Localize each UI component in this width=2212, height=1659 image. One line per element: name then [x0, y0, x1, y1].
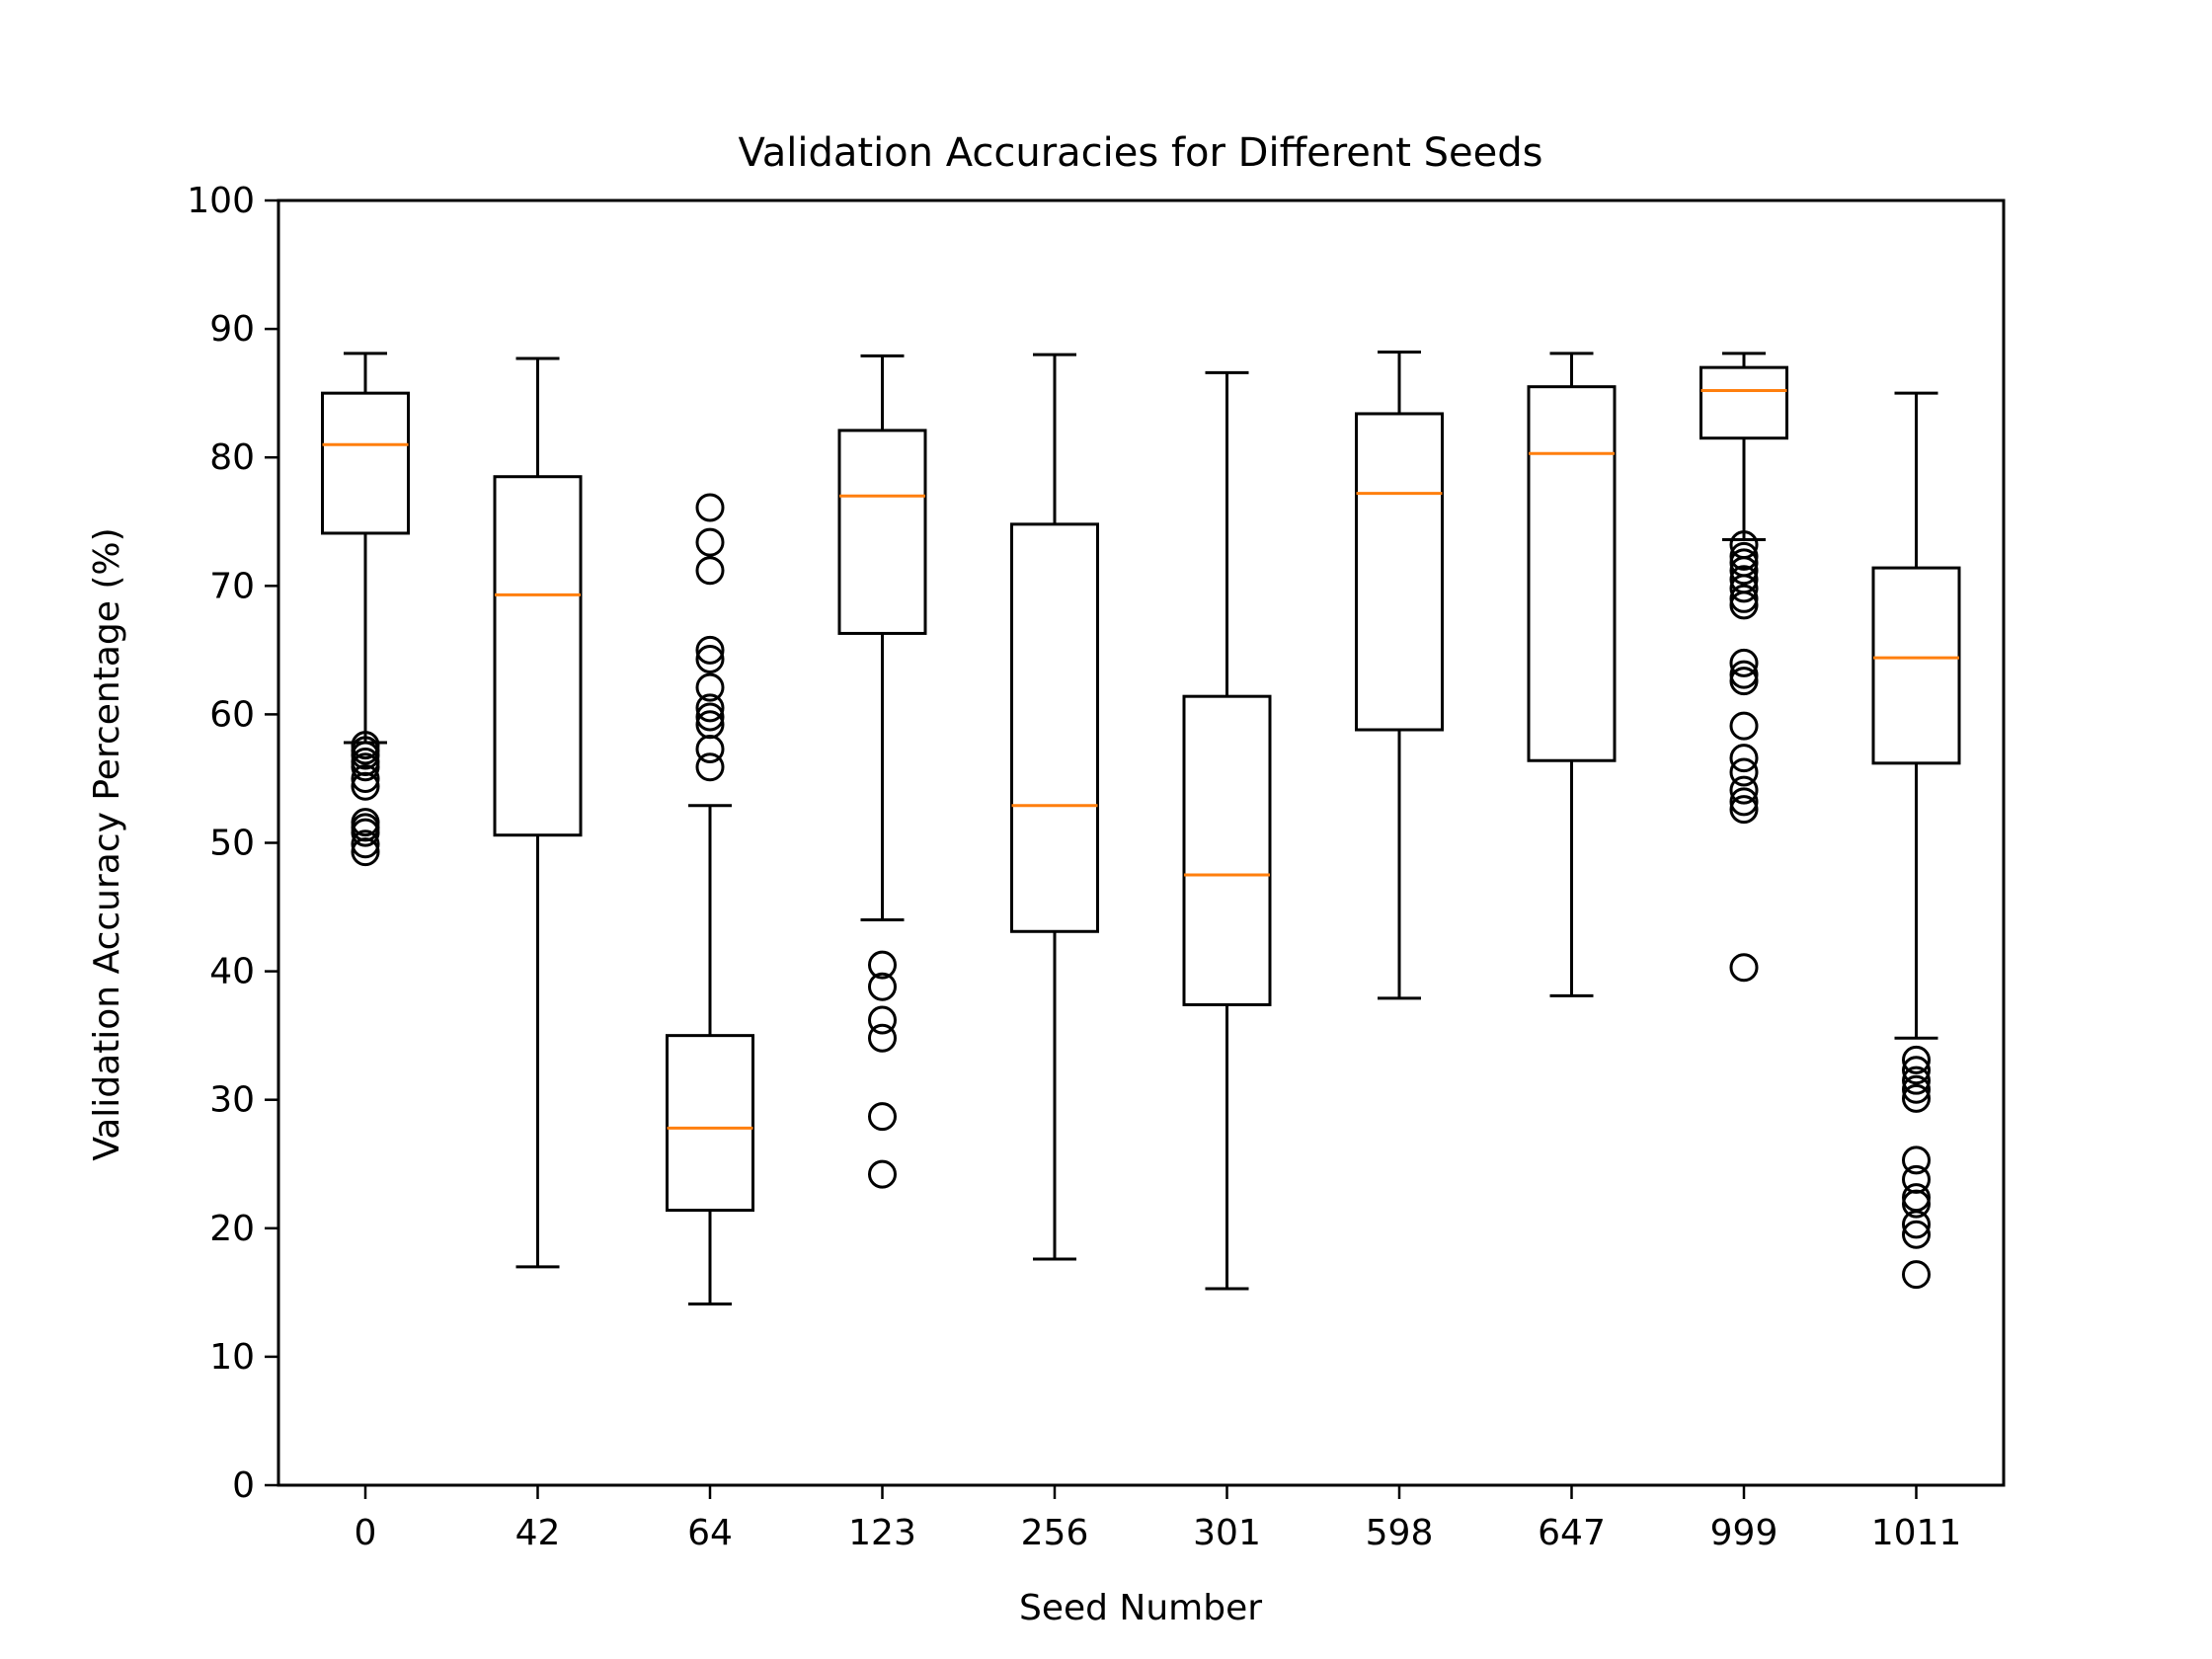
box-iqr [1355, 412, 1444, 732]
x-axis-label: Seed Number [1019, 1588, 1262, 1628]
box-group [1355, 351, 1444, 1000]
outlier-point [1902, 1045, 1931, 1074]
outlier-point [1902, 1189, 1931, 1219]
outlier-point [1902, 1183, 1931, 1213]
x-tick-label: 42 [515, 1513, 561, 1553]
x-axis: 0 42 64 123 256 301 598 647 999 1011 [355, 1485, 1962, 1553]
box-iqr [493, 475, 583, 837]
outlier-point [1729, 574, 1759, 603]
x-tick-label: 598 [1366, 1513, 1434, 1553]
outlier-point [1729, 775, 1759, 805]
outlier-point [1729, 711, 1759, 741]
outlier-point [868, 1102, 897, 1132]
box-iqr [666, 1034, 754, 1213]
x-tick-label: 301 [1193, 1513, 1261, 1553]
y-tick-label: 30 [209, 1080, 255, 1121]
box-iqr [837, 429, 927, 635]
box-group [1871, 391, 1961, 1290]
y-tick-label: 20 [209, 1209, 255, 1249]
outlier-point [1729, 667, 1759, 696]
plot-marks [321, 351, 1961, 1306]
y-axis-label: Validation Accuracy Percentage (%) [87, 527, 127, 1160]
outlier-point [351, 818, 380, 847]
box-group [666, 493, 754, 1306]
chart-title: Validation Accuracies for Different Seed… [738, 130, 1542, 176]
y-tick-label: 60 [209, 694, 255, 735]
y-tick-label: 40 [209, 952, 255, 992]
outlier-point [695, 493, 725, 522]
outlier-point [695, 693, 725, 723]
x-tick-label: 64 [687, 1513, 733, 1553]
outlier-point [1729, 795, 1759, 825]
box-group [1182, 370, 1272, 1291]
box-iqr [1699, 365, 1788, 440]
outlier-point [695, 752, 725, 782]
box-group [493, 356, 583, 1269]
outlier-point [1729, 660, 1759, 689]
outlier-point [1902, 1074, 1931, 1104]
outlier-point [1729, 953, 1759, 983]
y-tick-label: 0 [232, 1465, 255, 1506]
outlier-point [1729, 648, 1759, 677]
outlier-point [1902, 1210, 1931, 1239]
box-iqr [1010, 522, 1099, 933]
outlier-point [1902, 1146, 1931, 1175]
outlier-point [1902, 1220, 1931, 1249]
y-tick-label: 80 [209, 437, 255, 478]
outlier-point [351, 837, 380, 867]
box-group [321, 352, 410, 867]
box-group [1527, 352, 1617, 997]
y-tick-label: 90 [209, 309, 255, 350]
box-iqr [1182, 694, 1272, 1006]
outlier-point [1902, 1083, 1931, 1113]
x-tick-label: 1011 [1871, 1513, 1962, 1553]
x-tick-label: 999 [1710, 1513, 1778, 1553]
outlier-point [868, 1159, 897, 1189]
box-group [1010, 353, 1099, 1261]
y-tick-label: 70 [209, 566, 255, 606]
outlier-point [1729, 787, 1759, 817]
outlier-point [1729, 744, 1759, 773]
outlier-point [351, 763, 380, 793]
outlier-point [1902, 1260, 1931, 1290]
outlier-point [695, 635, 725, 665]
box-iqr [1527, 385, 1617, 762]
outlier-point [1902, 1066, 1931, 1095]
x-tick-label: 123 [848, 1513, 916, 1553]
outlier-point [868, 950, 897, 980]
y-axis: 0 10 20 30 40 50 60 70 80 90 100 [187, 181, 278, 1506]
outlier-point [1729, 591, 1759, 620]
outlier-point [351, 830, 380, 859]
outlier-point [695, 735, 725, 764]
outlier-point [695, 527, 725, 557]
outlier-point [351, 741, 380, 770]
y-tick-label: 100 [187, 181, 255, 221]
y-tick-label: 50 [209, 824, 255, 864]
outlier-point [695, 702, 725, 732]
y-tick-label: 10 [209, 1337, 255, 1378]
box-iqr [1871, 566, 1961, 765]
outlier-point [1729, 556, 1759, 586]
outlier-point [868, 1005, 897, 1035]
outlier-point [1902, 1056, 1931, 1085]
outlier-point [351, 771, 380, 801]
outlier-point [1729, 757, 1759, 787]
box-iqr [321, 391, 410, 535]
outlier-point [868, 1023, 897, 1053]
outlier-point [695, 556, 725, 586]
outlier-point [1729, 584, 1759, 613]
box-group [1699, 352, 1788, 983]
outlier-point [695, 672, 725, 702]
box-group [837, 354, 927, 1189]
outlier-point [1729, 541, 1759, 571]
outlier-point [351, 752, 380, 782]
x-tick-label: 0 [355, 1513, 377, 1553]
x-tick-label: 256 [1021, 1513, 1089, 1553]
outlier-point [695, 644, 725, 673]
outlier-point [868, 972, 897, 1001]
x-tick-label: 647 [1538, 1513, 1606, 1553]
